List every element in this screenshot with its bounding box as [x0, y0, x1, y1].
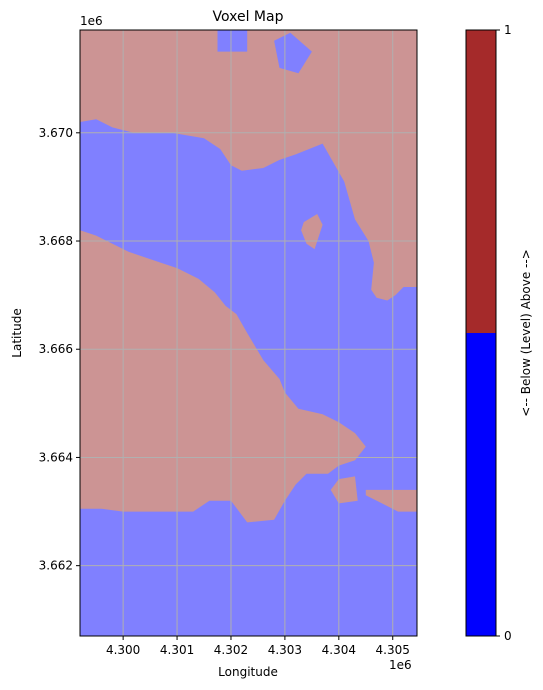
- x-offset-label: 1e6: [389, 658, 412, 672]
- y-axis-ticks: 3.662 3.664 3.666 3.668 3.670: [39, 126, 80, 573]
- grid-lines: [80, 30, 417, 636]
- voxel-regions: [80, 30, 417, 523]
- voxel-region-1: [274, 32, 312, 74]
- voxel-region-2: [80, 230, 366, 523]
- x-tick-label: 4.303: [268, 643, 302, 657]
- voxel-region-3: [330, 476, 358, 504]
- x-tick-label: 4.302: [214, 643, 248, 657]
- colorbar-frame: [465, 29, 497, 637]
- y-tick-label: 3.670: [39, 126, 73, 140]
- x-axis-ticks: 4.300 4.301 4.302 4.303 4.304 4.305: [106, 636, 410, 657]
- colorbar: 01 <-- Below (Level) Above -->: [465, 23, 533, 643]
- colorbar-segment-above: [466, 30, 496, 333]
- x-tick-label: 4.305: [376, 643, 410, 657]
- colorbar-segment-below: [466, 333, 496, 636]
- y-tick-label: 3.668: [39, 234, 73, 248]
- colorbar-ticks: 01: [496, 23, 512, 643]
- colorbar-tick-label: 1: [504, 23, 512, 37]
- colorbar-tick-label: 0: [504, 629, 512, 643]
- voxel-region-4: [365, 489, 417, 512]
- x-tick-label: 4.300: [106, 643, 140, 657]
- plot-frame: [79, 29, 418, 637]
- x-tick-label: 4.304: [322, 643, 356, 657]
- chart-title: Voxel Map: [213, 9, 284, 25]
- y-tick-label: 3.666: [39, 342, 73, 356]
- y-offset-label: 1e6: [80, 14, 103, 28]
- y-axis-label: Latitude: [10, 308, 24, 357]
- voxel-region-0: [80, 30, 417, 301]
- voxel-region-5: [301, 214, 323, 250]
- x-axis-label: Longitude: [218, 665, 278, 679]
- plot-area: [79, 29, 418, 637]
- x-tick-label: 4.301: [160, 643, 194, 657]
- y-tick-label: 3.662: [39, 559, 73, 573]
- colorbar-label: <-- Below (Level) Above -->: [519, 249, 533, 416]
- y-tick-label: 3.664: [39, 450, 73, 464]
